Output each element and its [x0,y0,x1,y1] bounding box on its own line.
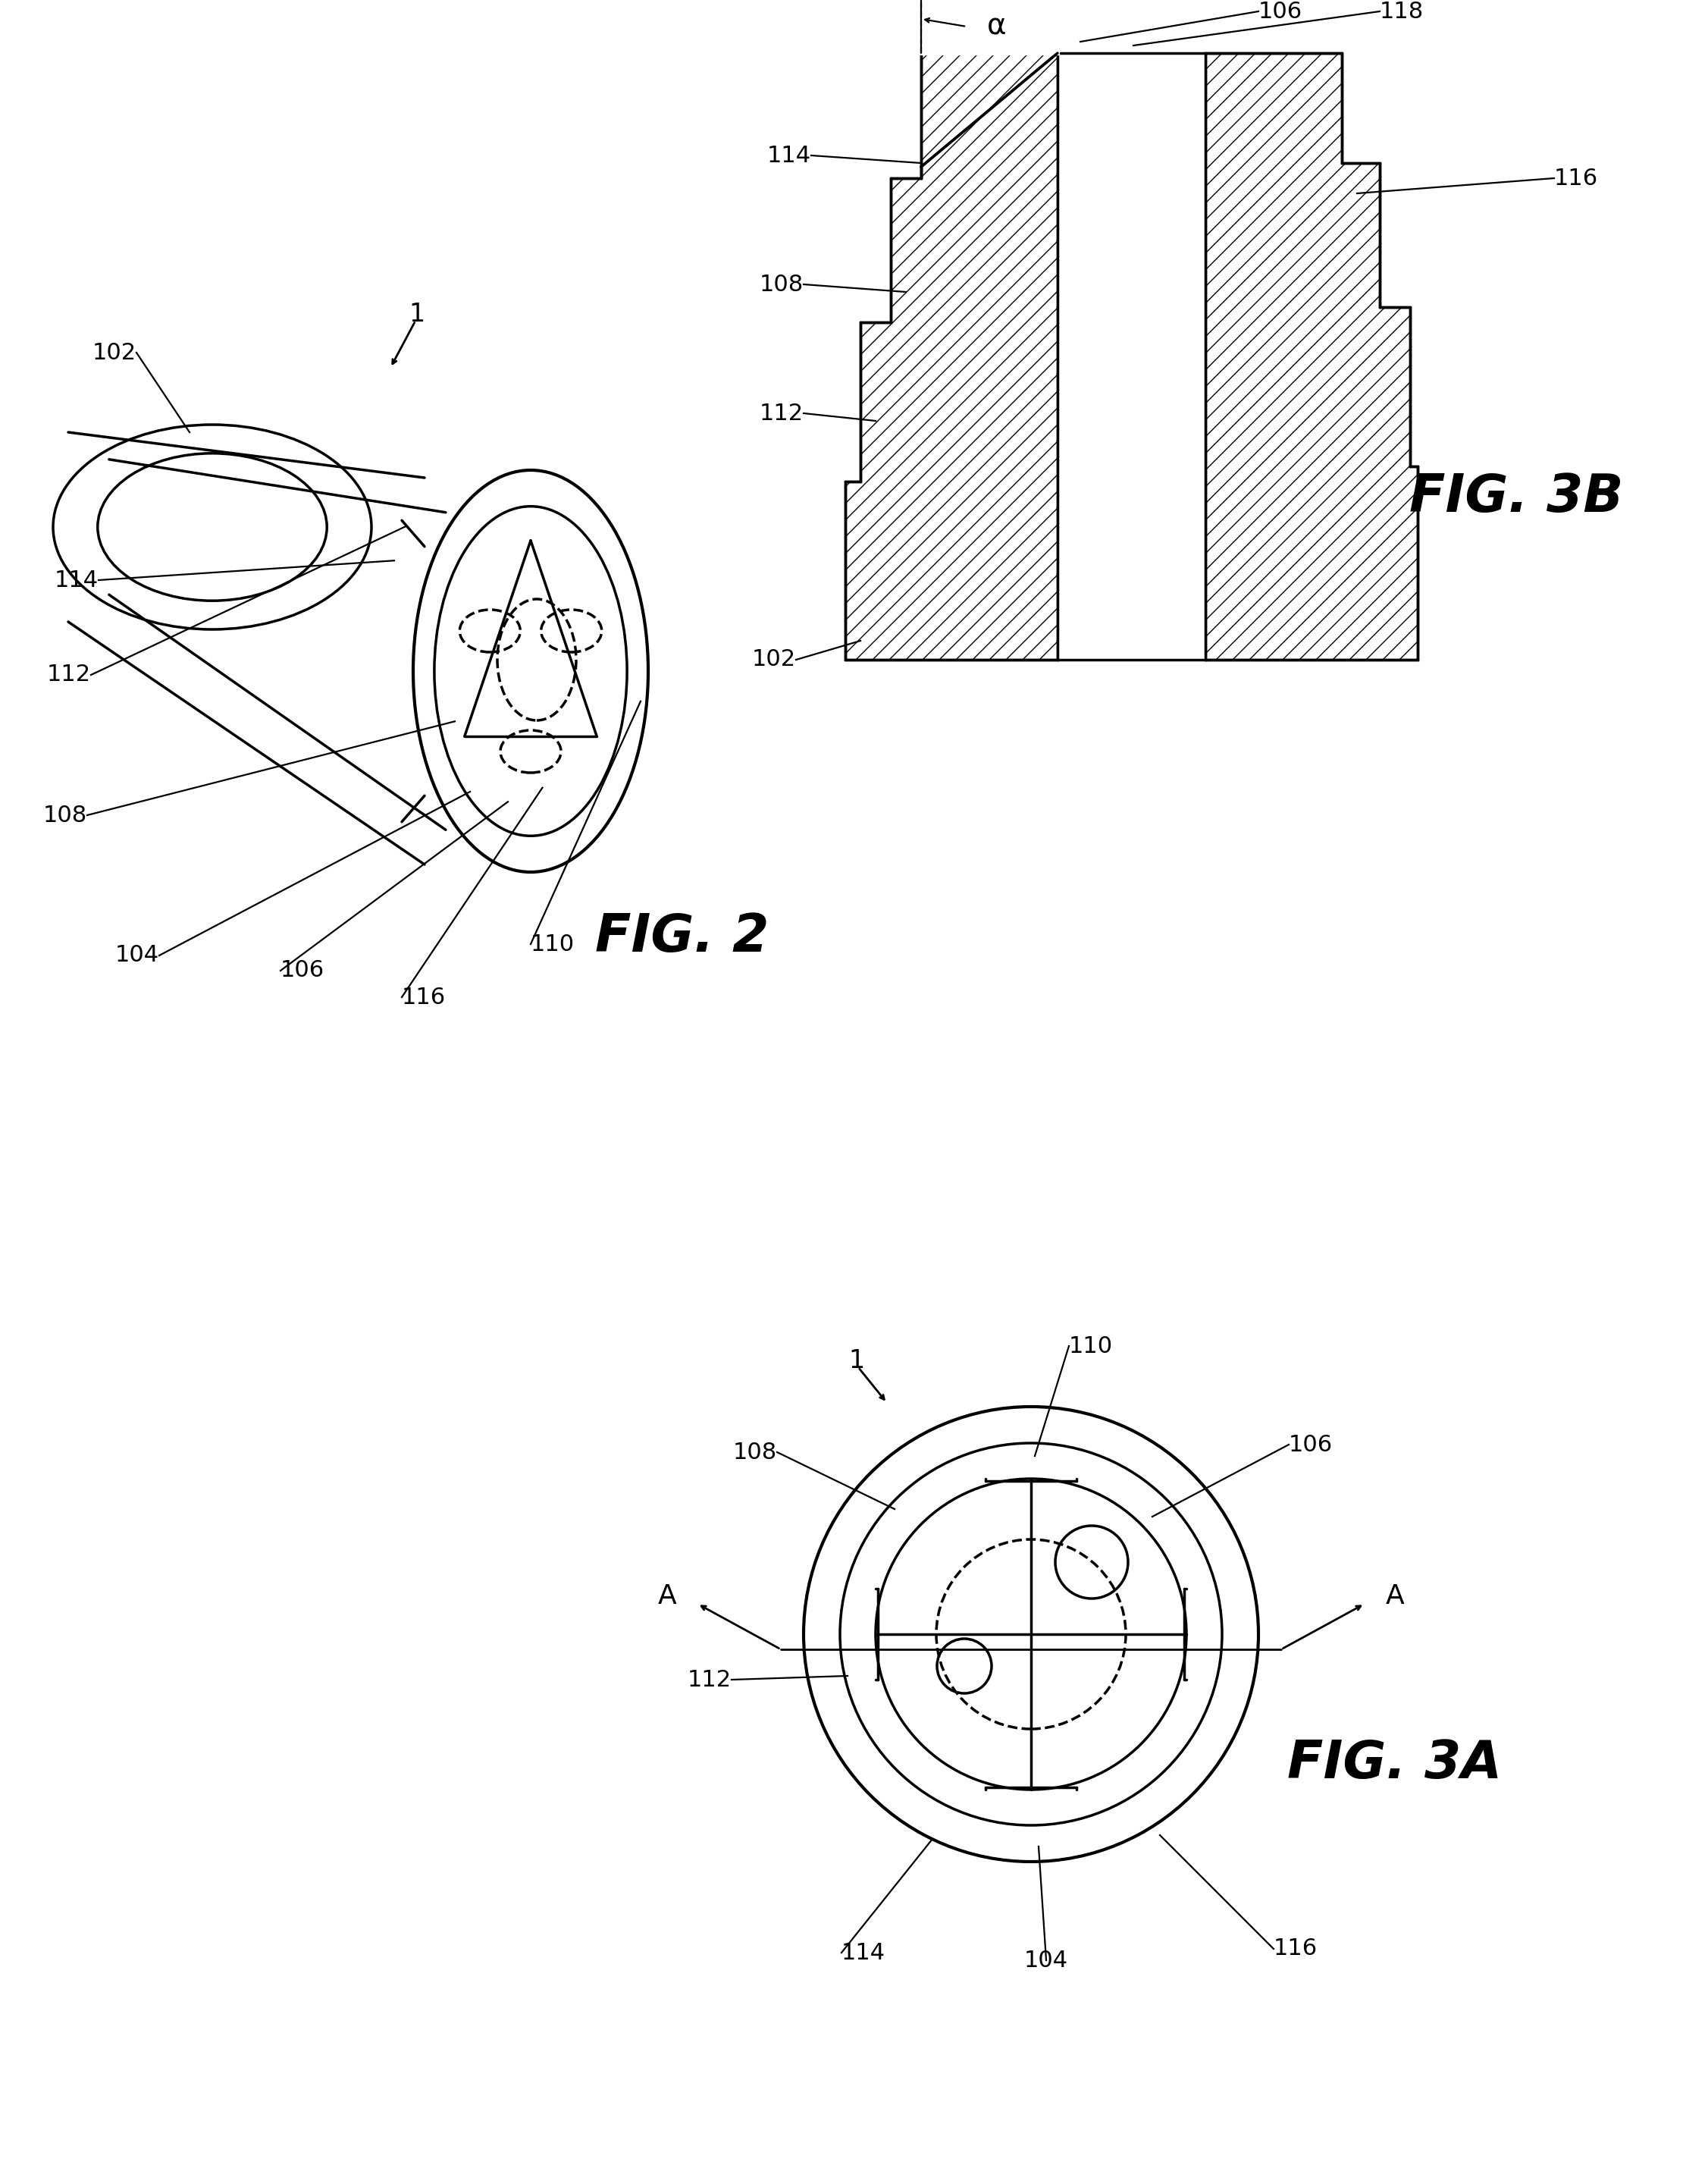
Text: 106: 106 [1259,0,1303,22]
Text: A: A [1385,1583,1404,1609]
Text: 108: 108 [760,273,803,294]
Text: 110: 110 [1069,1336,1114,1357]
Text: 116: 116 [1554,167,1599,188]
Text: 104: 104 [114,944,159,966]
Text: 106: 106 [1290,1433,1332,1455]
Text: FIG. 2: FIG. 2 [596,911,769,961]
Text: 118: 118 [1380,0,1424,22]
Text: 112: 112 [688,1669,731,1691]
Text: 116: 116 [401,987,446,1009]
Text: 112: 112 [760,403,803,424]
Text: 102: 102 [752,650,796,671]
Polygon shape [1057,54,1206,660]
Text: 108: 108 [43,803,87,827]
Text: 110: 110 [531,933,574,955]
Text: 102: 102 [92,342,137,364]
Text: 1: 1 [408,303,425,327]
Text: 106: 106 [280,959,325,981]
Text: 104: 104 [1025,1948,1068,1972]
Text: 112: 112 [46,665,91,686]
Text: 114: 114 [55,569,99,591]
Text: FIG. 3B: FIG. 3B [1409,472,1623,522]
Text: α: α [987,13,1006,41]
Text: 114: 114 [767,145,811,167]
Text: 114: 114 [842,1942,885,1964]
Text: 1: 1 [849,1349,864,1375]
Text: FIG. 3A: FIG. 3A [1288,1738,1503,1788]
Text: 116: 116 [1274,1938,1317,1959]
Text: A: A [658,1583,676,1609]
Text: 108: 108 [733,1442,777,1464]
